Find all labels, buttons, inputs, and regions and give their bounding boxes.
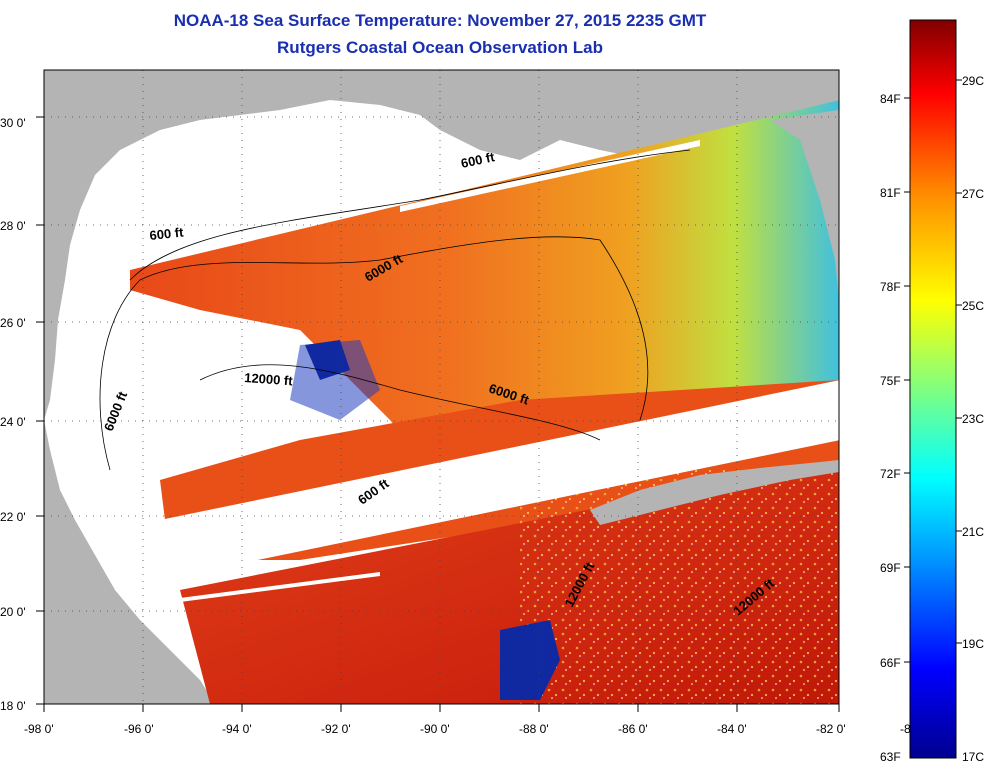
lon-tick-label: -86 0' <box>618 722 648 736</box>
gap-stripe-3 <box>180 572 380 602</box>
lat-tick-label: 22 0' <box>0 510 26 524</box>
lat-tick-label: 24 0' <box>0 415 26 429</box>
colorbar-label-c: 25C <box>962 299 985 313</box>
colorbar-label-c: 27C <box>962 187 985 201</box>
colorbar-label-c: 19C <box>962 637 985 651</box>
lat-tick-label: 28 0' <box>0 219 26 233</box>
lon-tick-label: -82 0' <box>816 722 846 736</box>
contour-12000ft <box>199 364 601 441</box>
lon-tick-label: -92 0' <box>321 722 351 736</box>
lon-tick-label: -94 0' <box>222 722 252 736</box>
colorbar <box>909 19 957 759</box>
lon-tick-label: -90 0' <box>420 722 450 736</box>
colorbar-label-c: 17C <box>962 750 985 764</box>
colorbar-label-c: 21C <box>962 525 985 539</box>
land-mexico <box>44 420 215 704</box>
cloud-speckle <box>520 470 839 704</box>
colorbar-label-f: 63F <box>880 750 901 764</box>
colorbar-label-f: 66F <box>880 656 901 670</box>
colorbar-label-f: 75F <box>880 374 901 388</box>
colorbar-label-c: 23C <box>962 412 985 426</box>
axis-ticks <box>36 116 840 712</box>
page-subtitle: Rutgers Coastal Ocean Observation Lab <box>277 38 603 57</box>
lat-tick-label: 30 0' <box>0 116 26 130</box>
lat-tick-label: 20 0' <box>0 605 26 619</box>
colorbar-label-f: 84F <box>880 92 901 106</box>
lat-tick-label: 26 0' <box>0 316 26 330</box>
contour-600ft <box>129 149 691 281</box>
colorbar-ticks <box>904 79 962 663</box>
lon-tick-label: -96 0' <box>124 722 154 736</box>
cold-patch-gulf <box>305 340 350 380</box>
contour-label-600ft-north: 600 ft <box>460 149 497 171</box>
colorbar-label-f: 81F <box>880 186 901 200</box>
land-cuba-overlay <box>590 460 839 525</box>
cold-patch-yucatan <box>500 620 560 700</box>
lat-tick-label: 18 0' <box>0 699 26 713</box>
colorbar-label-f: 72F <box>880 467 901 481</box>
graticule <box>44 70 839 704</box>
page-title: NOAA-18 Sea Surface Temperature: Novembe… <box>173 11 707 30</box>
contour-6000ft <box>99 236 649 471</box>
land-florida <box>770 110 839 300</box>
colorbar-label-f: 78F <box>880 280 901 294</box>
lon-tick-label: -88 0' <box>519 722 549 736</box>
colorbar-label-f: 69F <box>880 561 901 575</box>
lon-tick-label: -84 0' <box>717 722 747 736</box>
contour-label-600ft-west: 600 ft <box>149 224 185 243</box>
gap-stripe-1 <box>160 380 839 578</box>
gap-stripe-2 <box>400 140 700 212</box>
colorbar-label-c: 29C <box>962 74 985 88</box>
lon-tick-label: -98 0' <box>24 722 54 736</box>
plot-border <box>43 69 840 705</box>
contour-label-12000ft-center: 12000 ft <box>244 370 294 388</box>
